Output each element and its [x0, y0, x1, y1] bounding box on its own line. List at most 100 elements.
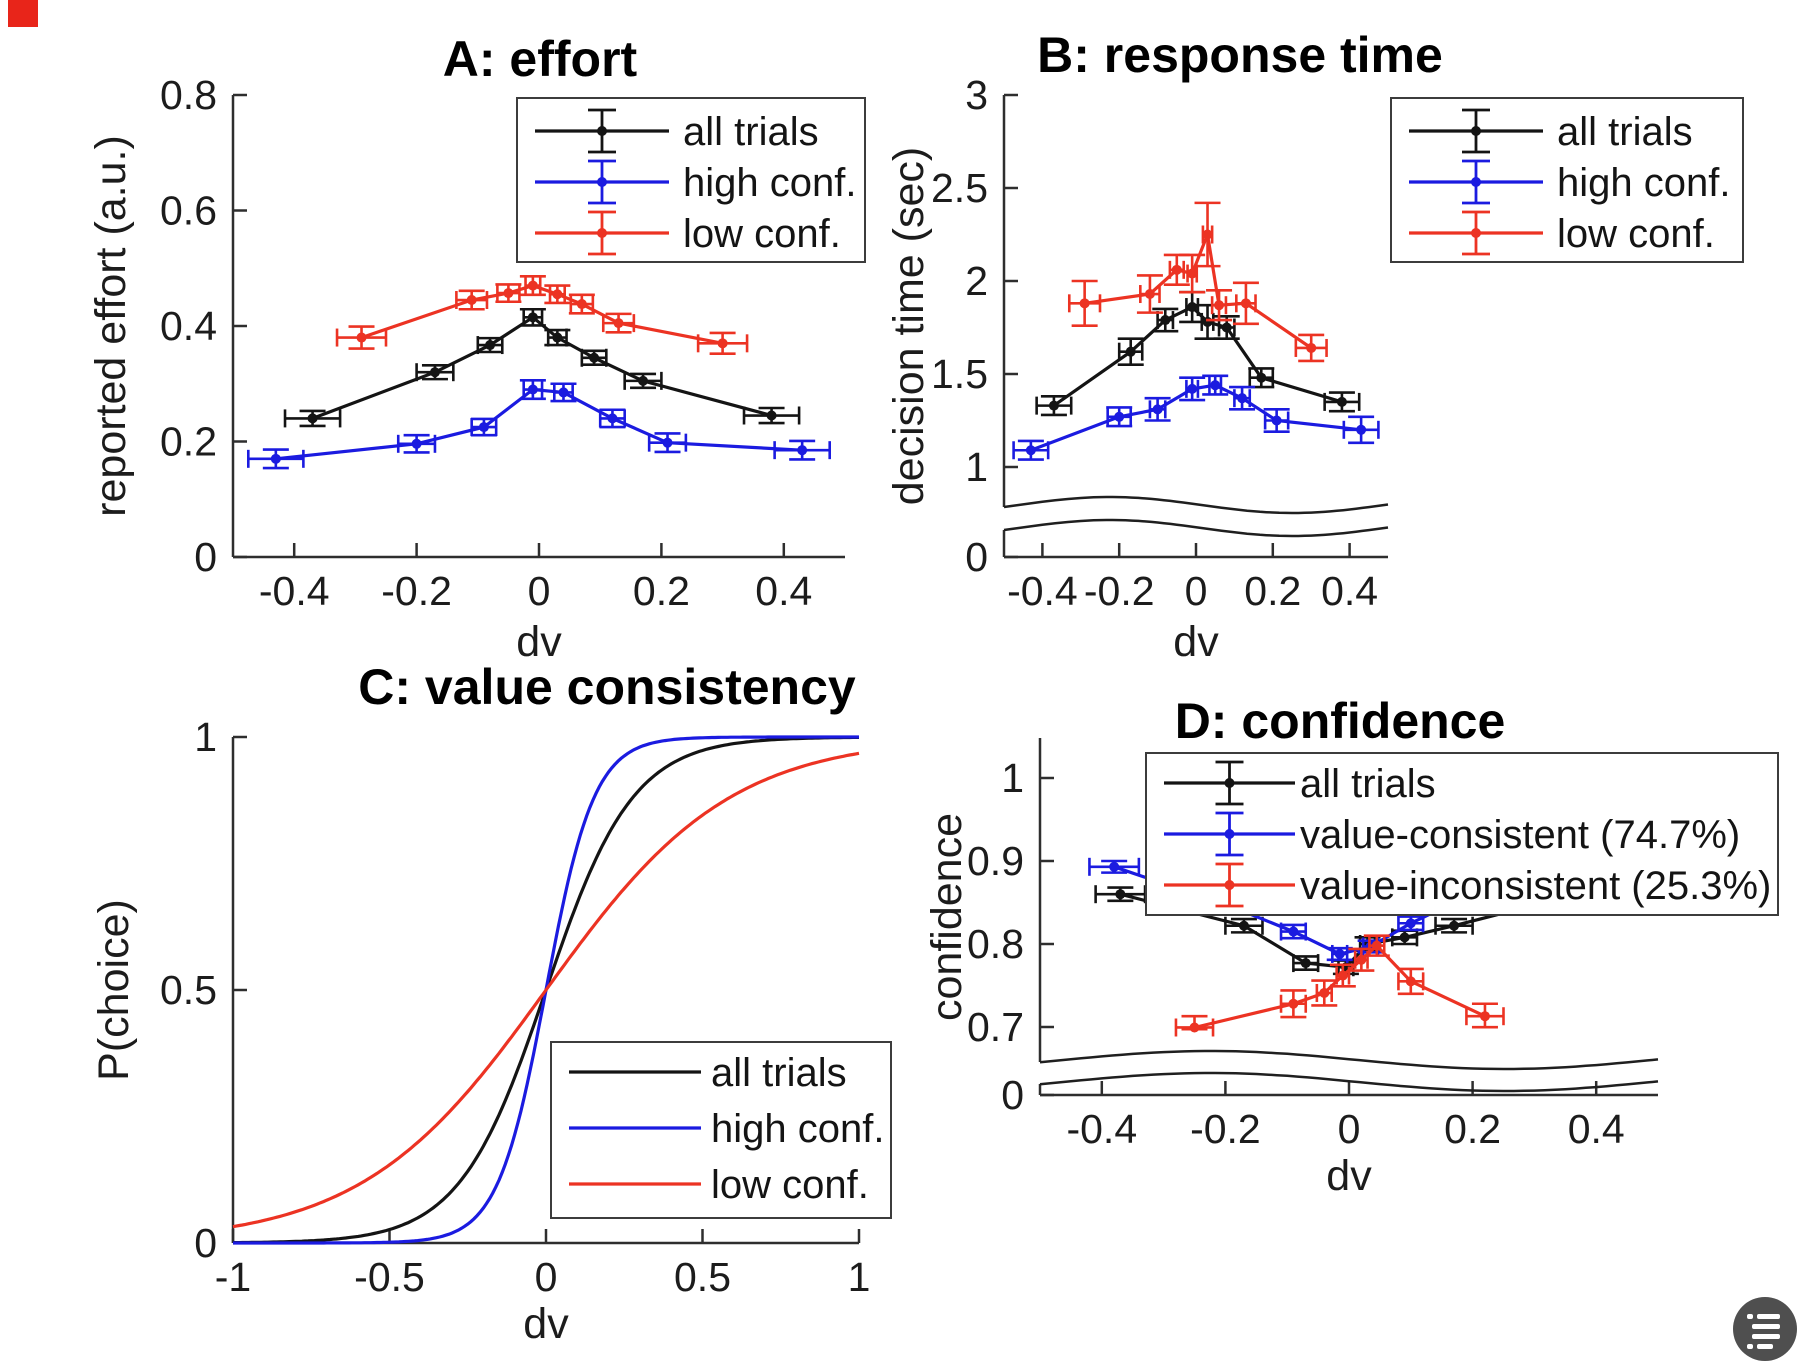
- data-point: [1079, 298, 1090, 309]
- data-point: [527, 312, 538, 323]
- y-tick-label: 0.7: [967, 1004, 1024, 1050]
- y-tick-label: 0.4: [160, 303, 217, 349]
- series-b-high-conf: [1012, 374, 1380, 461]
- x-tick-label: 0.4: [755, 568, 812, 614]
- x-tick-label: 0: [535, 1254, 558, 1300]
- y-tick-label: 1.5: [931, 351, 988, 397]
- y-tick-label: 3: [965, 72, 988, 118]
- data-point: [552, 332, 563, 343]
- data-point: [1399, 932, 1410, 943]
- x-tick-label: 0.4: [1568, 1106, 1625, 1152]
- data-point: [1356, 424, 1367, 435]
- data-point: [1125, 346, 1136, 357]
- x-tick-label: 0.2: [1444, 1106, 1501, 1152]
- data-point: [356, 332, 367, 343]
- panel-a-title: A: effort: [442, 31, 638, 87]
- data-point: [1479, 1011, 1490, 1022]
- legend-label: value-inconsistent (25.3%): [1300, 864, 1771, 908]
- data-point: [1356, 954, 1367, 965]
- panel-c-xlabel: dv: [523, 1300, 569, 1348]
- panel-c-title: C: value consistency: [358, 659, 856, 715]
- legend-label: low conf.: [1557, 212, 1715, 256]
- data-point: [1025, 445, 1036, 456]
- axes: [231, 93, 845, 559]
- legend-entry-high-conf: high conf.: [535, 159, 856, 205]
- x-tick-label: 0.5: [674, 1254, 731, 1300]
- axis-break-wave: [1003, 518, 1389, 538]
- legend-entry-value-inconsistent-25-3: value-inconsistent (25.3%): [1164, 862, 1771, 908]
- data-point: [558, 387, 569, 398]
- series-d-value-inconsistent-25-3: [1174, 934, 1505, 1037]
- data-point: [766, 410, 777, 421]
- y-tick-label: 0.9: [967, 838, 1024, 884]
- data-point: [638, 375, 649, 386]
- data-point: [1187, 383, 1198, 394]
- data-point: [1221, 322, 1232, 333]
- y-tick-label: 0: [194, 1220, 217, 1266]
- data-point: [411, 438, 422, 449]
- y-tick-label: 2.5: [931, 165, 988, 211]
- y-tick-label: 0: [1001, 1072, 1024, 1118]
- data-point: [607, 413, 618, 424]
- series-a-all-trials: [283, 307, 801, 428]
- data-point: [552, 289, 563, 300]
- y-tick-label: 1: [1001, 755, 1024, 801]
- legend-entry-value-consistent-74-7: value-consistent (74.7%): [1164, 811, 1740, 857]
- legend-d: all trials value-consistent (74.7%) value-…: [1145, 752, 1779, 916]
- tick-labels: -0.4 -0.2 0 0.2 0.4 0 0.2 0.4 0.6 0.8: [160, 72, 812, 614]
- data-point: [478, 422, 489, 433]
- legend-label: high conf.: [683, 161, 856, 205]
- x-tick-label: -0.4: [1007, 568, 1078, 614]
- axis-break-wave: [1039, 1071, 1659, 1093]
- x-tick-label: 0.2: [1244, 568, 1301, 614]
- data-point: [1334, 948, 1345, 959]
- panel-c-plot: -1 -0.5 0 0.5 1 0 0.5 1 all trials high conf. low …: [160, 714, 892, 1300]
- panel-b-xlabel: dv: [1173, 618, 1219, 666]
- data-point: [1202, 229, 1213, 240]
- data-point: [466, 295, 477, 306]
- series-c-low-conf: [232, 751, 860, 1229]
- panel-d-plot: -0.4 -0.2 0 0.2 0.4 0 0.7 0.8 0.9 1 all trials valu…: [967, 738, 1779, 1152]
- legend-label: all trials: [1557, 110, 1693, 154]
- x-tick-label: -0.2: [1190, 1106, 1261, 1152]
- data-point: [1405, 976, 1416, 987]
- data-point: [1337, 970, 1348, 981]
- data-point: [503, 288, 514, 299]
- x-tick-label: -0.2: [381, 568, 452, 614]
- data-point: [1109, 861, 1120, 872]
- data-point: [662, 437, 673, 448]
- x-tick-label: -0.2: [1084, 568, 1155, 614]
- legend-entry-all-trials: all trials: [535, 108, 819, 154]
- legend-label: high conf.: [711, 1107, 884, 1151]
- data-point: [527, 384, 538, 395]
- legend-entry-high-conf: high conf.: [1409, 159, 1730, 205]
- data-point: [1240, 298, 1251, 309]
- legend-entry-low-conf: low conf.: [569, 1163, 869, 1207]
- data-point: [613, 318, 624, 329]
- data-point: [1187, 268, 1198, 279]
- document-scan-icon[interactable]: [1733, 1297, 1797, 1361]
- data-point: [1214, 300, 1225, 311]
- y-tick-label: 0.2: [160, 419, 217, 465]
- panel-d-xlabel: dv: [1326, 1152, 1372, 1200]
- panel-b-plot: -0.4 -0.2 0 0.2 0.4 0 1 1.5 2 2.5 3 all trials high …: [931, 72, 1744, 614]
- legend-label: low conf.: [711, 1163, 869, 1207]
- legend-a: all trials high conf. low conf.: [516, 97, 866, 263]
- data-point: [1160, 315, 1171, 326]
- data-point: [1152, 404, 1163, 415]
- legend-entry-all-trials: all trials: [1409, 108, 1693, 154]
- x-tick-label: 0.4: [1321, 568, 1378, 614]
- axis-break-wave: [1003, 495, 1389, 515]
- series-b-low-conf: [1067, 201, 1328, 363]
- panel-b-ylabel: decision time (sec): [885, 146, 933, 506]
- tick-labels: -0.4 -0.2 0 0.2 0.4 0 0.7 0.8 0.9 1: [967, 755, 1625, 1152]
- legend-c: all trials high conf. low conf.: [550, 1041, 892, 1219]
- panel-b-title: B: response time: [1037, 27, 1443, 83]
- x-tick-label: 0: [1185, 568, 1208, 614]
- data-point: [1449, 920, 1460, 931]
- data-point: [429, 367, 440, 378]
- data-point: [1371, 940, 1382, 951]
- data-point: [717, 338, 728, 349]
- data-point: [589, 352, 600, 363]
